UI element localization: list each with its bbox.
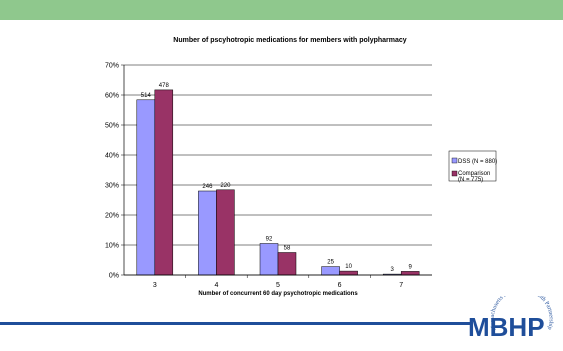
bar-dss (198, 190, 217, 276)
data-label: 25 (327, 260, 334, 266)
bar-chart: Number of pscyhotropic medications for m… (105, 37, 497, 297)
bar-dss (321, 266, 340, 276)
top-banner (0, 0, 563, 20)
mbhp-logo: Massachusetts Behavioral Health Partners… (468, 296, 554, 342)
y-tick-label: 40% (105, 153, 119, 160)
data-label: 514 (141, 93, 152, 99)
x-axis-title: Number of concurrent 60 day psychotropic… (198, 291, 358, 297)
y-tick-label: 70% (105, 63, 119, 70)
bar-comparison (400, 271, 420, 276)
legend-swatch-dss (451, 157, 458, 164)
y-tick-label: 60% (105, 93, 119, 100)
y-tick-label: 0% (109, 273, 119, 280)
data-label: 58 (284, 246, 291, 252)
bar-dss (259, 243, 279, 276)
y-tick-label: 50% (105, 123, 119, 130)
data-label: 10 (345, 264, 352, 270)
x-tick-label: 5 (276, 282, 280, 289)
bar-comparison (277, 252, 297, 276)
y-tick-label: 30% (105, 183, 119, 190)
axes: 0% 10% 20% 30% 40% 50% 60% 70% 3 4 5 6 7 (105, 63, 432, 289)
bar-dss (136, 99, 156, 276)
legend: DSS (N = 880) Comparison (N = 775) (448, 150, 497, 183)
y-tick-label: 10% (105, 243, 119, 250)
data-label: 220 (220, 183, 231, 189)
chart-title: Number of pscyhotropic medications for m… (173, 37, 406, 44)
grid-lines (124, 64, 432, 276)
x-tick-label: 3 (153, 282, 157, 289)
legend-label-dss: DSS (N = 880) (458, 159, 497, 165)
footer-divider (0, 322, 470, 325)
data-label: 246 (202, 184, 213, 190)
legend-swatch-comparison (451, 170, 458, 177)
bars (136, 89, 420, 276)
bar-comparison (216, 189, 235, 276)
x-tick-label: 6 (338, 282, 342, 289)
data-label: 478 (159, 83, 170, 89)
y-tick-label: 20% (105, 213, 119, 220)
data-label: 9 (409, 264, 413, 270)
bar-comparison (154, 89, 174, 276)
data-labels: 514 478 246 220 92 58 25 10 3 9 (141, 83, 413, 273)
data-label: 92 (266, 237, 273, 243)
logo-text: MBHP (468, 312, 545, 342)
x-tick-label: 4 (214, 282, 218, 289)
x-tick-label: 7 (399, 282, 403, 289)
data-label: 3 (391, 267, 395, 273)
bar-comparison (339, 270, 358, 276)
legend-label-comparison: Comparison (N = 775) (458, 171, 490, 183)
